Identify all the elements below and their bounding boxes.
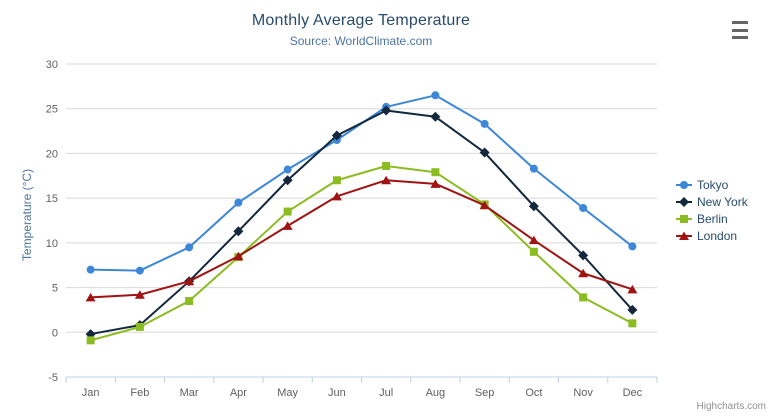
svg-text:Sep: Sep (475, 387, 495, 399)
legend-item-london[interactable]: London (676, 227, 748, 244)
svg-text:5: 5 (52, 283, 58, 295)
svg-text:10: 10 (46, 238, 58, 250)
x-axis (65, 376, 658, 383)
svg-text:Mar: Mar (180, 387, 199, 399)
hamburger-icon (732, 36, 748, 39)
svg-text:15: 15 (46, 193, 58, 205)
legend-label: Tokyo (697, 177, 729, 192)
credits-link[interactable]: Highcharts.com (696, 401, 766, 412)
svg-text:Oct: Oct (525, 387, 542, 399)
svg-text:Feb: Feb (130, 387, 149, 399)
legend-item-tokyo[interactable]: Tokyo (676, 176, 748, 193)
legend-label: Berlin (697, 211, 728, 226)
export-menu-button[interactable] (732, 21, 748, 39)
y-axis-labels: -5 0 5 10 15 20 25 30 (46, 59, 58, 384)
svg-text:0: 0 (52, 327, 58, 339)
hamburger-icon (732, 28, 748, 32)
legend: Tokyo New York Berlin London (676, 176, 748, 244)
svg-text:Aug: Aug (426, 387, 446, 399)
x-axis-labels: Jan Feb Mar Apr May Jun Jul Aug Sep Oct Nov Dec (82, 387, 643, 399)
square-series-marker-icon (676, 214, 692, 223)
legend-item-new-york[interactable]: New York (676, 193, 748, 210)
svg-text:Apr: Apr (230, 387, 247, 399)
svg-text:30: 30 (46, 59, 58, 71)
triangle-series-marker-icon (676, 231, 692, 240)
legend-label: New York (697, 194, 748, 209)
svg-text:20: 20 (46, 148, 58, 160)
series-tokyo[interactable] (86, 91, 637, 275)
chart-subtitle: Source: WorldClimate.com (289, 34, 433, 48)
svg-text:25: 25 (46, 104, 58, 116)
legend-label: London (697, 228, 738, 243)
y-gridlines (66, 63, 657, 378)
diamond-series-marker-icon (676, 196, 692, 207)
svg-text:Nov: Nov (573, 387, 593, 399)
svg-text:Jun: Jun (328, 387, 346, 399)
svg-text:Jan: Jan (82, 387, 100, 399)
svg-text:Jul: Jul (379, 387, 393, 399)
hamburger-icon (732, 21, 748, 24)
chart-title: Monthly Average Temperature (251, 12, 471, 29)
svg-text:Dec: Dec (623, 387, 643, 399)
series-new-york[interactable] (85, 105, 638, 340)
circle-series-marker-icon (676, 180, 692, 189)
legend-item-berlin[interactable]: Berlin (676, 210, 748, 227)
series-london[interactable] (85, 175, 638, 302)
svg-text:-5: -5 (48, 372, 58, 384)
svg-text:May: May (277, 387, 298, 399)
y-axis-title: Temperature (°C) (20, 169, 34, 261)
